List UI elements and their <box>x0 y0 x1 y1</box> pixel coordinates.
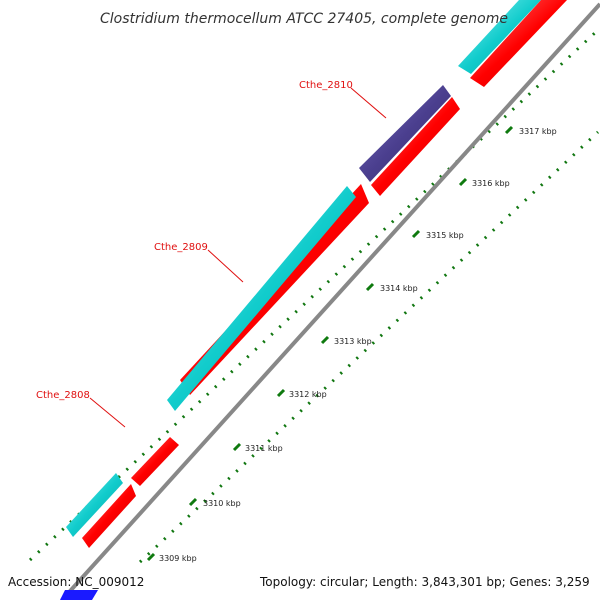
gene-label-cthe-2810: Cthe_2810 <box>299 80 353 91</box>
gene-bar-cthe-2810 <box>359 85 451 182</box>
map-title: Clostridium thermocellum ATCC 27405, com… <box>100 11 508 27</box>
tick-label-3314: 3314 kbp <box>380 284 418 293</box>
cds-bar-cthe-2810 <box>371 97 460 196</box>
gene-labels: Cthe_2810 Cthe_2809 Cthe_2808 <box>36 80 353 401</box>
major-tick <box>411 229 421 239</box>
tick-label-3317: 3317 kbp <box>519 127 557 136</box>
gene-label-cthe-2809: Cthe_2809 <box>154 242 208 253</box>
cds-bar-top <box>470 0 567 87</box>
tick-label-3311: 3311 kbp <box>245 444 283 453</box>
gene-bar-cthe-2808-a <box>66 473 123 537</box>
tick-label-3309: 3309 kbp <box>159 554 197 563</box>
tick-labels: 3309 kbp 3310 kbp 3311 kbp 3312 kbp 3313… <box>159 127 557 563</box>
accession-label: Accession: NC_009012 <box>8 575 144 589</box>
major-ticks <box>146 125 514 562</box>
genome-stats: Topology: circular; Length: 3,843,301 bp… <box>259 575 590 589</box>
cds-bar-cthe-2808 <box>131 437 179 486</box>
major-tick <box>232 442 242 452</box>
gene-bar-top <box>458 0 541 74</box>
major-tick <box>458 177 468 187</box>
gene-label-leaders <box>89 87 387 428</box>
tick-label-3316: 3316 kbp <box>472 179 510 188</box>
leader-cthe-2808 <box>89 397 126 428</box>
major-tick <box>188 497 198 507</box>
minor-ticks-inner <box>138 130 600 564</box>
tick-label-3313: 3313 kbp <box>334 337 372 346</box>
blue-feature-bar <box>60 590 98 600</box>
cds-bar-3310 <box>82 484 136 548</box>
gene-bar-cthe-2809 <box>167 186 356 411</box>
major-tick <box>276 388 286 398</box>
gene-track <box>60 0 567 600</box>
tick-label-3310: 3310 kbp <box>203 499 241 508</box>
leader-cthe-2809 <box>207 249 244 283</box>
tick-label-3312: 3312 kbp <box>289 390 327 399</box>
major-tick <box>320 335 330 345</box>
gene-label-cthe-2808: Cthe_2808 <box>36 390 90 401</box>
tick-label-3315: 3315 kbp <box>426 231 464 240</box>
major-tick <box>365 282 375 292</box>
backbone-line <box>60 2 600 600</box>
major-tick <box>146 552 156 562</box>
major-tick <box>504 125 514 135</box>
leader-cthe-2810 <box>350 87 387 119</box>
